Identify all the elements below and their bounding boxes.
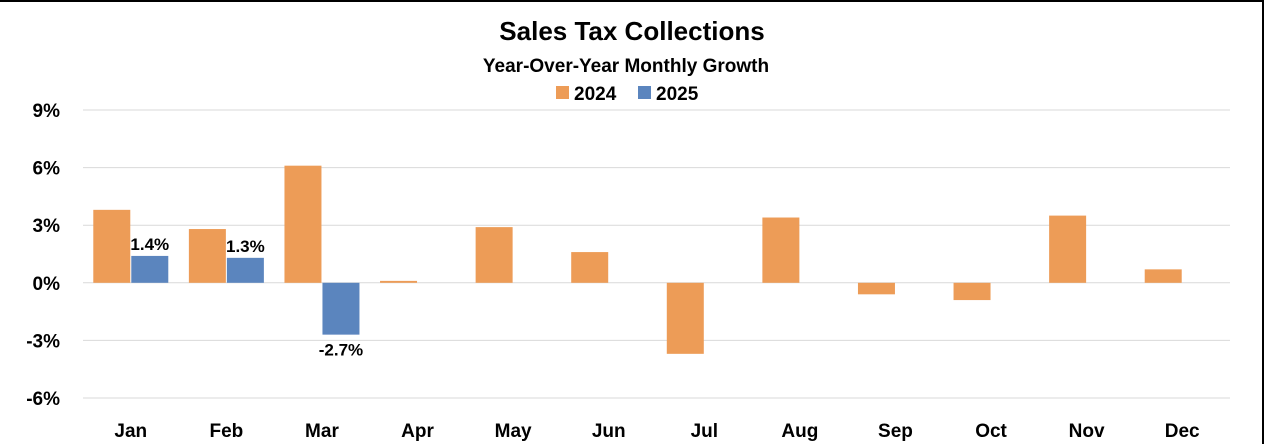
y-tick-label: 6% [33, 159, 61, 180]
bar-2024-sep [857, 282, 895, 295]
chart-subtitle: Year-Over-Year Monthly Growth [483, 56, 769, 77]
x-tick-label: Jul [691, 421, 718, 442]
x-tick-label: Nov [1069, 421, 1105, 442]
x-tick-label: Mar [305, 421, 339, 442]
y-tick-label: -3% [26, 331, 60, 352]
bar-2024-nov [1049, 215, 1087, 283]
y-tick-label: 0% [33, 274, 61, 295]
bar-2024-jun [571, 252, 609, 283]
x-axis: Jan Feb Mar Apr May Jun Jul Aug Sep Oct Nov Dec [114, 421, 1200, 442]
bar-2025-jan [131, 255, 169, 283]
legend-label-2025: 2025 [656, 84, 699, 105]
legend: 2024 2025 [556, 84, 699, 105]
bar-2024-jul [666, 282, 704, 354]
bar-2025-mar [322, 282, 360, 335]
x-tick-label: Sep [878, 421, 913, 442]
x-tick-label: Apr [401, 421, 434, 442]
x-tick-label: Dec [1165, 421, 1200, 442]
data-labels: 1.4% 1.3% -2.7% [130, 235, 363, 360]
bar-2024-oct [953, 282, 991, 301]
bar-2024-aug [762, 217, 800, 283]
x-tick-label: Jun [592, 421, 626, 442]
y-tick-label: 9% [33, 101, 61, 122]
data-label-2025-feb: 1.3% [226, 237, 265, 256]
legend-swatch-2024 [556, 86, 569, 99]
x-tick-label: May [495, 421, 532, 442]
chart-title: Sales Tax Collections [499, 16, 764, 46]
bar-2024-may [475, 227, 513, 283]
bar-2024-mar [284, 165, 322, 283]
x-tick-label: Feb [209, 421, 243, 442]
x-tick-label: Aug [781, 421, 818, 442]
y-tick-label: 3% [33, 216, 61, 237]
x-tick-label: Jan [114, 421, 147, 442]
y-tick-label: -6% [26, 389, 60, 410]
y-axis: 9% 6% 3% 0% -3% -6% [26, 101, 60, 410]
bar-2025-feb [226, 257, 264, 283]
legend-swatch-2025 [638, 86, 651, 99]
bar-2024-feb [188, 229, 226, 283]
bar-2024-jan [93, 209, 131, 283]
bars [93, 165, 1182, 354]
legend-label-2024: 2024 [574, 84, 617, 105]
x-tick-label: Oct [975, 421, 1007, 442]
bar-2024-apr [380, 280, 418, 283]
data-label-2025-mar: -2.7% [319, 341, 363, 360]
bar-2024-dec [1144, 269, 1182, 283]
gridlines [83, 109, 1230, 399]
data-label-2025-jan: 1.4% [130, 235, 169, 254]
